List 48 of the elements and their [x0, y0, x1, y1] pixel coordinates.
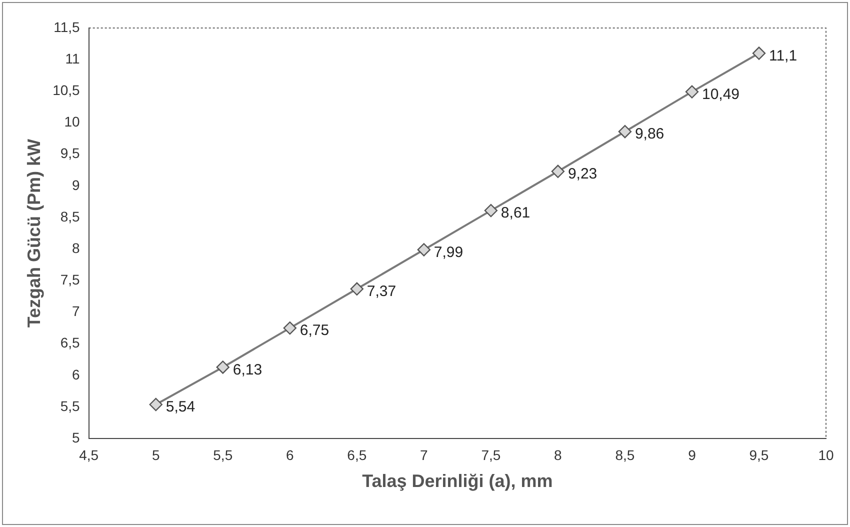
- y-tick-label: 8,5: [60, 208, 80, 224]
- data-label: 7,37: [366, 283, 396, 300]
- data-label: 7,99: [434, 244, 464, 261]
- y-tick-label: 7: [72, 303, 80, 320]
- x-tick-label: 6: [286, 446, 294, 463]
- data-label: 9,23: [568, 166, 598, 183]
- x-tick-label: 8,5: [615, 446, 635, 463]
- x-tick-label: 9: [688, 446, 696, 463]
- point: [283, 321, 296, 335]
- data-label: 8,61: [500, 204, 530, 222]
- x-axis-title: Talaş Derinliği (a), mm: [362, 471, 553, 492]
- point: [618, 125, 632, 138]
- data-label: 5,54: [166, 398, 196, 416]
- point: [752, 46, 766, 60]
- y-tick-label: 9,5: [60, 145, 80, 162]
- data-label: 10,49: [702, 86, 740, 103]
- data-label: 9,86: [634, 126, 664, 143]
- x-tick-label: 7: [420, 446, 428, 463]
- y-tick-label: 9: [72, 176, 80, 193]
- point: [685, 85, 699, 98]
- point: [149, 398, 162, 412]
- y-tick-label: 5: [72, 429, 80, 446]
- point: [216, 360, 230, 374]
- y-axis-title: Tezgah Gücü (Pm) kW: [24, 138, 44, 328]
- x-tick-label: 8: [554, 446, 562, 463]
- y-tick-label: 8: [72, 240, 80, 256]
- data-label: 6,75: [300, 322, 330, 340]
- y-tick-label: 11: [65, 50, 80, 66]
- y-tick-label: 6,5: [60, 334, 80, 351]
- y-tick-label: 5,5: [60, 398, 80, 414]
- data-label: 6,13: [232, 361, 262, 378]
- x-tick-label: 5,5: [213, 446, 233, 463]
- y-tick-label: 10: [64, 114, 80, 130]
- x-tick-label: 5: [152, 446, 160, 463]
- point: [551, 164, 565, 178]
- x-tick-label: 4,5: [79, 446, 99, 463]
- point: [484, 204, 498, 218]
- y-tick-label: 6: [72, 366, 80, 382]
- point: [417, 243, 431, 256]
- x-tick-label: 10: [818, 446, 834, 463]
- x-tick-label: 7,5: [481, 446, 501, 463]
- y-tick-label: 11,5: [54, 18, 80, 35]
- data-label: 11,1: [768, 47, 798, 64]
- point: [350, 282, 364, 296]
- y-tick-label: 10,5: [52, 82, 80, 98]
- y-tick-label: 7,5: [60, 272, 80, 288]
- x-tick-label: 9,5: [749, 446, 769, 463]
- x-tick-label: 6,5: [347, 446, 367, 463]
